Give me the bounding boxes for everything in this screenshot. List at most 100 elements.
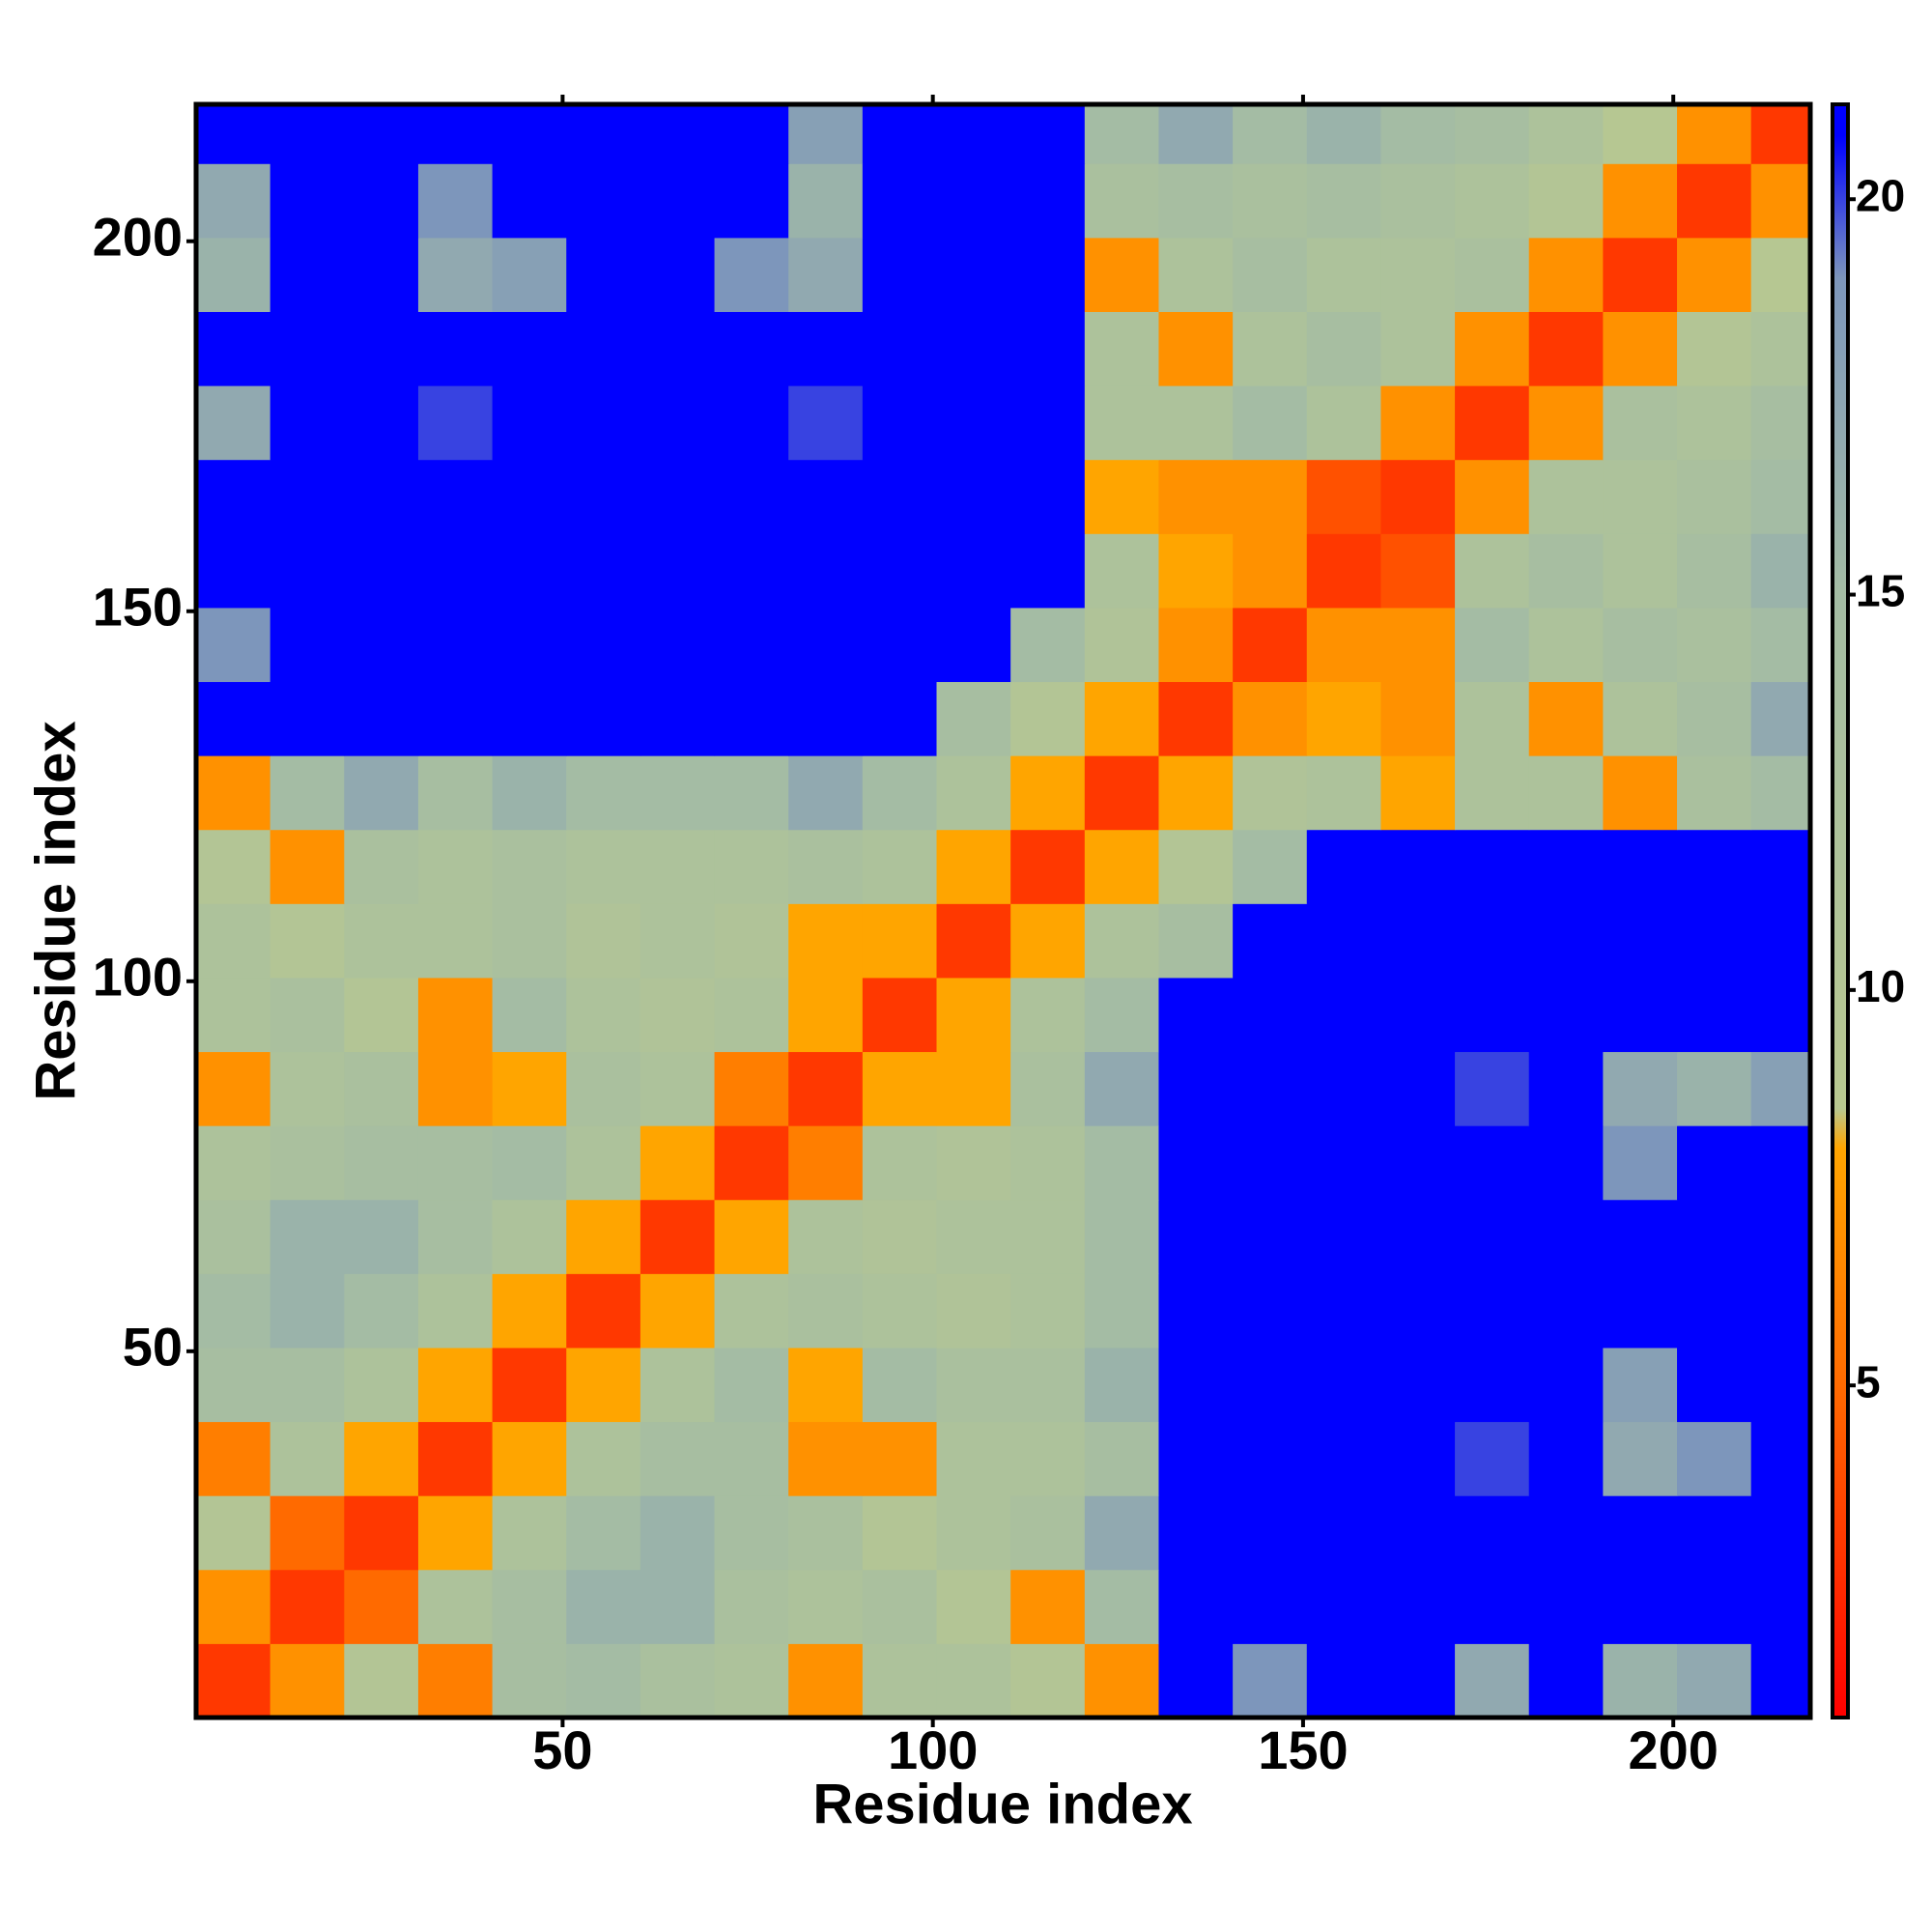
heatmap-cell <box>196 681 271 756</box>
heatmap-cell <box>566 1347 641 1423</box>
colorbar <box>1831 102 1850 1719</box>
heatmap-cell <box>196 1495 271 1571</box>
heatmap-cell <box>788 1199 864 1274</box>
heatmap-cell <box>714 1051 789 1126</box>
heatmap-cell <box>1084 1273 1159 1349</box>
heatmap-cell <box>1455 1569 1530 1644</box>
heatmap-cell <box>417 681 494 756</box>
heatmap-cell <box>1603 829 1678 904</box>
heatmap-cell <box>1233 607 1308 683</box>
heatmap-cell <box>417 1643 494 1719</box>
heatmap-cell <box>270 385 345 461</box>
heatmap-cell <box>1750 237 1811 312</box>
heatmap-cell <box>566 1495 641 1571</box>
heatmap-cell <box>1233 977 1308 1053</box>
heatmap-cell <box>344 829 419 904</box>
heatmap-cell <box>1603 1347 1678 1423</box>
heatmap-cell <box>196 311 271 386</box>
heatmap-cell <box>1528 385 1604 461</box>
heatmap-cell <box>1158 385 1234 461</box>
heatmap-cell <box>566 1051 641 1126</box>
heatmap-cell <box>1380 607 1456 683</box>
heatmap-cell <box>1084 1495 1159 1571</box>
heatmap-cell <box>1677 1273 1752 1349</box>
heatmap-cell <box>1306 681 1381 756</box>
heatmap-cell <box>1380 681 1456 756</box>
heatmap-cell <box>714 829 789 904</box>
heatmap-cell <box>936 1273 1011 1349</box>
heatmap-cell <box>936 1495 1011 1571</box>
heatmap-cell <box>1158 755 1234 831</box>
heatmap-cell <box>1380 755 1456 831</box>
heatmap-cell <box>1528 977 1604 1053</box>
heatmap-cell <box>1603 1421 1678 1496</box>
heatmap-cell <box>1084 1421 1159 1496</box>
heatmap-cell <box>1233 829 1308 904</box>
heatmap-cell <box>1750 1347 1811 1423</box>
heatmap-cell <box>1010 1273 1086 1349</box>
heatmap-cell <box>788 459 864 534</box>
heatmap-cell <box>1158 1495 1234 1571</box>
heatmap-cell <box>1084 1125 1159 1201</box>
heatmap-cell <box>417 607 494 683</box>
heatmap-cell <box>1677 1125 1752 1201</box>
heatmap-cell <box>1455 237 1530 312</box>
heatmap-cell <box>639 1347 716 1423</box>
heatmap-cell <box>566 237 641 312</box>
heatmap-cell <box>714 1199 789 1274</box>
heatmap-cell <box>788 1643 864 1719</box>
heatmap-cell <box>788 1125 864 1201</box>
heatmap-cell <box>1084 237 1159 312</box>
heatmap-cell <box>1233 1495 1308 1571</box>
heatmap-cell <box>196 1643 271 1719</box>
heatmap-cell <box>344 1347 419 1423</box>
heatmap-cell <box>492 1347 567 1423</box>
heatmap-cell <box>714 237 789 312</box>
heatmap-cell <box>1010 829 1086 904</box>
heatmap-cell <box>417 1199 494 1274</box>
heatmap-cell <box>492 977 567 1053</box>
heatmap-cell <box>714 1569 789 1644</box>
heatmap-cell <box>1380 533 1456 609</box>
heatmap-cell <box>1750 681 1811 756</box>
heatmap-cell <box>492 1125 567 1201</box>
heatmap-cell <box>1677 829 1752 904</box>
heatmap-cell <box>639 533 716 609</box>
heatmap-cell <box>1084 104 1159 164</box>
heatmap-cell <box>788 533 864 609</box>
heatmap-cell <box>862 681 938 756</box>
heatmap-cell <box>1750 607 1811 683</box>
heatmap-cell <box>1603 311 1678 386</box>
heatmap-cell <box>1010 1569 1086 1644</box>
heatmap-cell <box>1010 755 1086 831</box>
heatmap-cell <box>1010 903 1086 979</box>
heatmap-cell <box>1455 1199 1530 1274</box>
heatmap-cell <box>1233 459 1308 534</box>
heatmap-cell <box>1010 459 1086 534</box>
heatmap-cell <box>862 755 938 831</box>
heatmap-cell <box>344 104 419 164</box>
heatmap-cell <box>1233 1569 1308 1644</box>
heatmap-cell <box>639 459 716 534</box>
heatmap-cell <box>639 1643 716 1719</box>
heatmap-cell <box>344 1569 419 1644</box>
heatmap-cell <box>862 1125 938 1201</box>
heatmap-cell <box>1158 237 1234 312</box>
heatmap-cell <box>1528 104 1604 164</box>
heatmap-cell <box>196 1347 271 1423</box>
heatmap-cell <box>639 1125 716 1201</box>
heatmap-cell <box>1010 385 1086 461</box>
heatmap-cell <box>1010 607 1086 683</box>
heatmap-cell <box>1158 607 1234 683</box>
heatmap-cell <box>270 1643 345 1719</box>
heatmap-cell <box>862 459 938 534</box>
heatmap-cell <box>196 1199 271 1274</box>
heatmap-cell <box>344 755 419 831</box>
heatmap-cell <box>1528 533 1604 609</box>
heatmap-cell <box>1677 1421 1752 1496</box>
heatmap-cell <box>417 459 494 534</box>
heatmap-cell <box>1010 163 1086 239</box>
heatmap-cell <box>714 311 789 386</box>
heatmap-cell <box>862 977 938 1053</box>
heatmap-cell <box>492 903 567 979</box>
